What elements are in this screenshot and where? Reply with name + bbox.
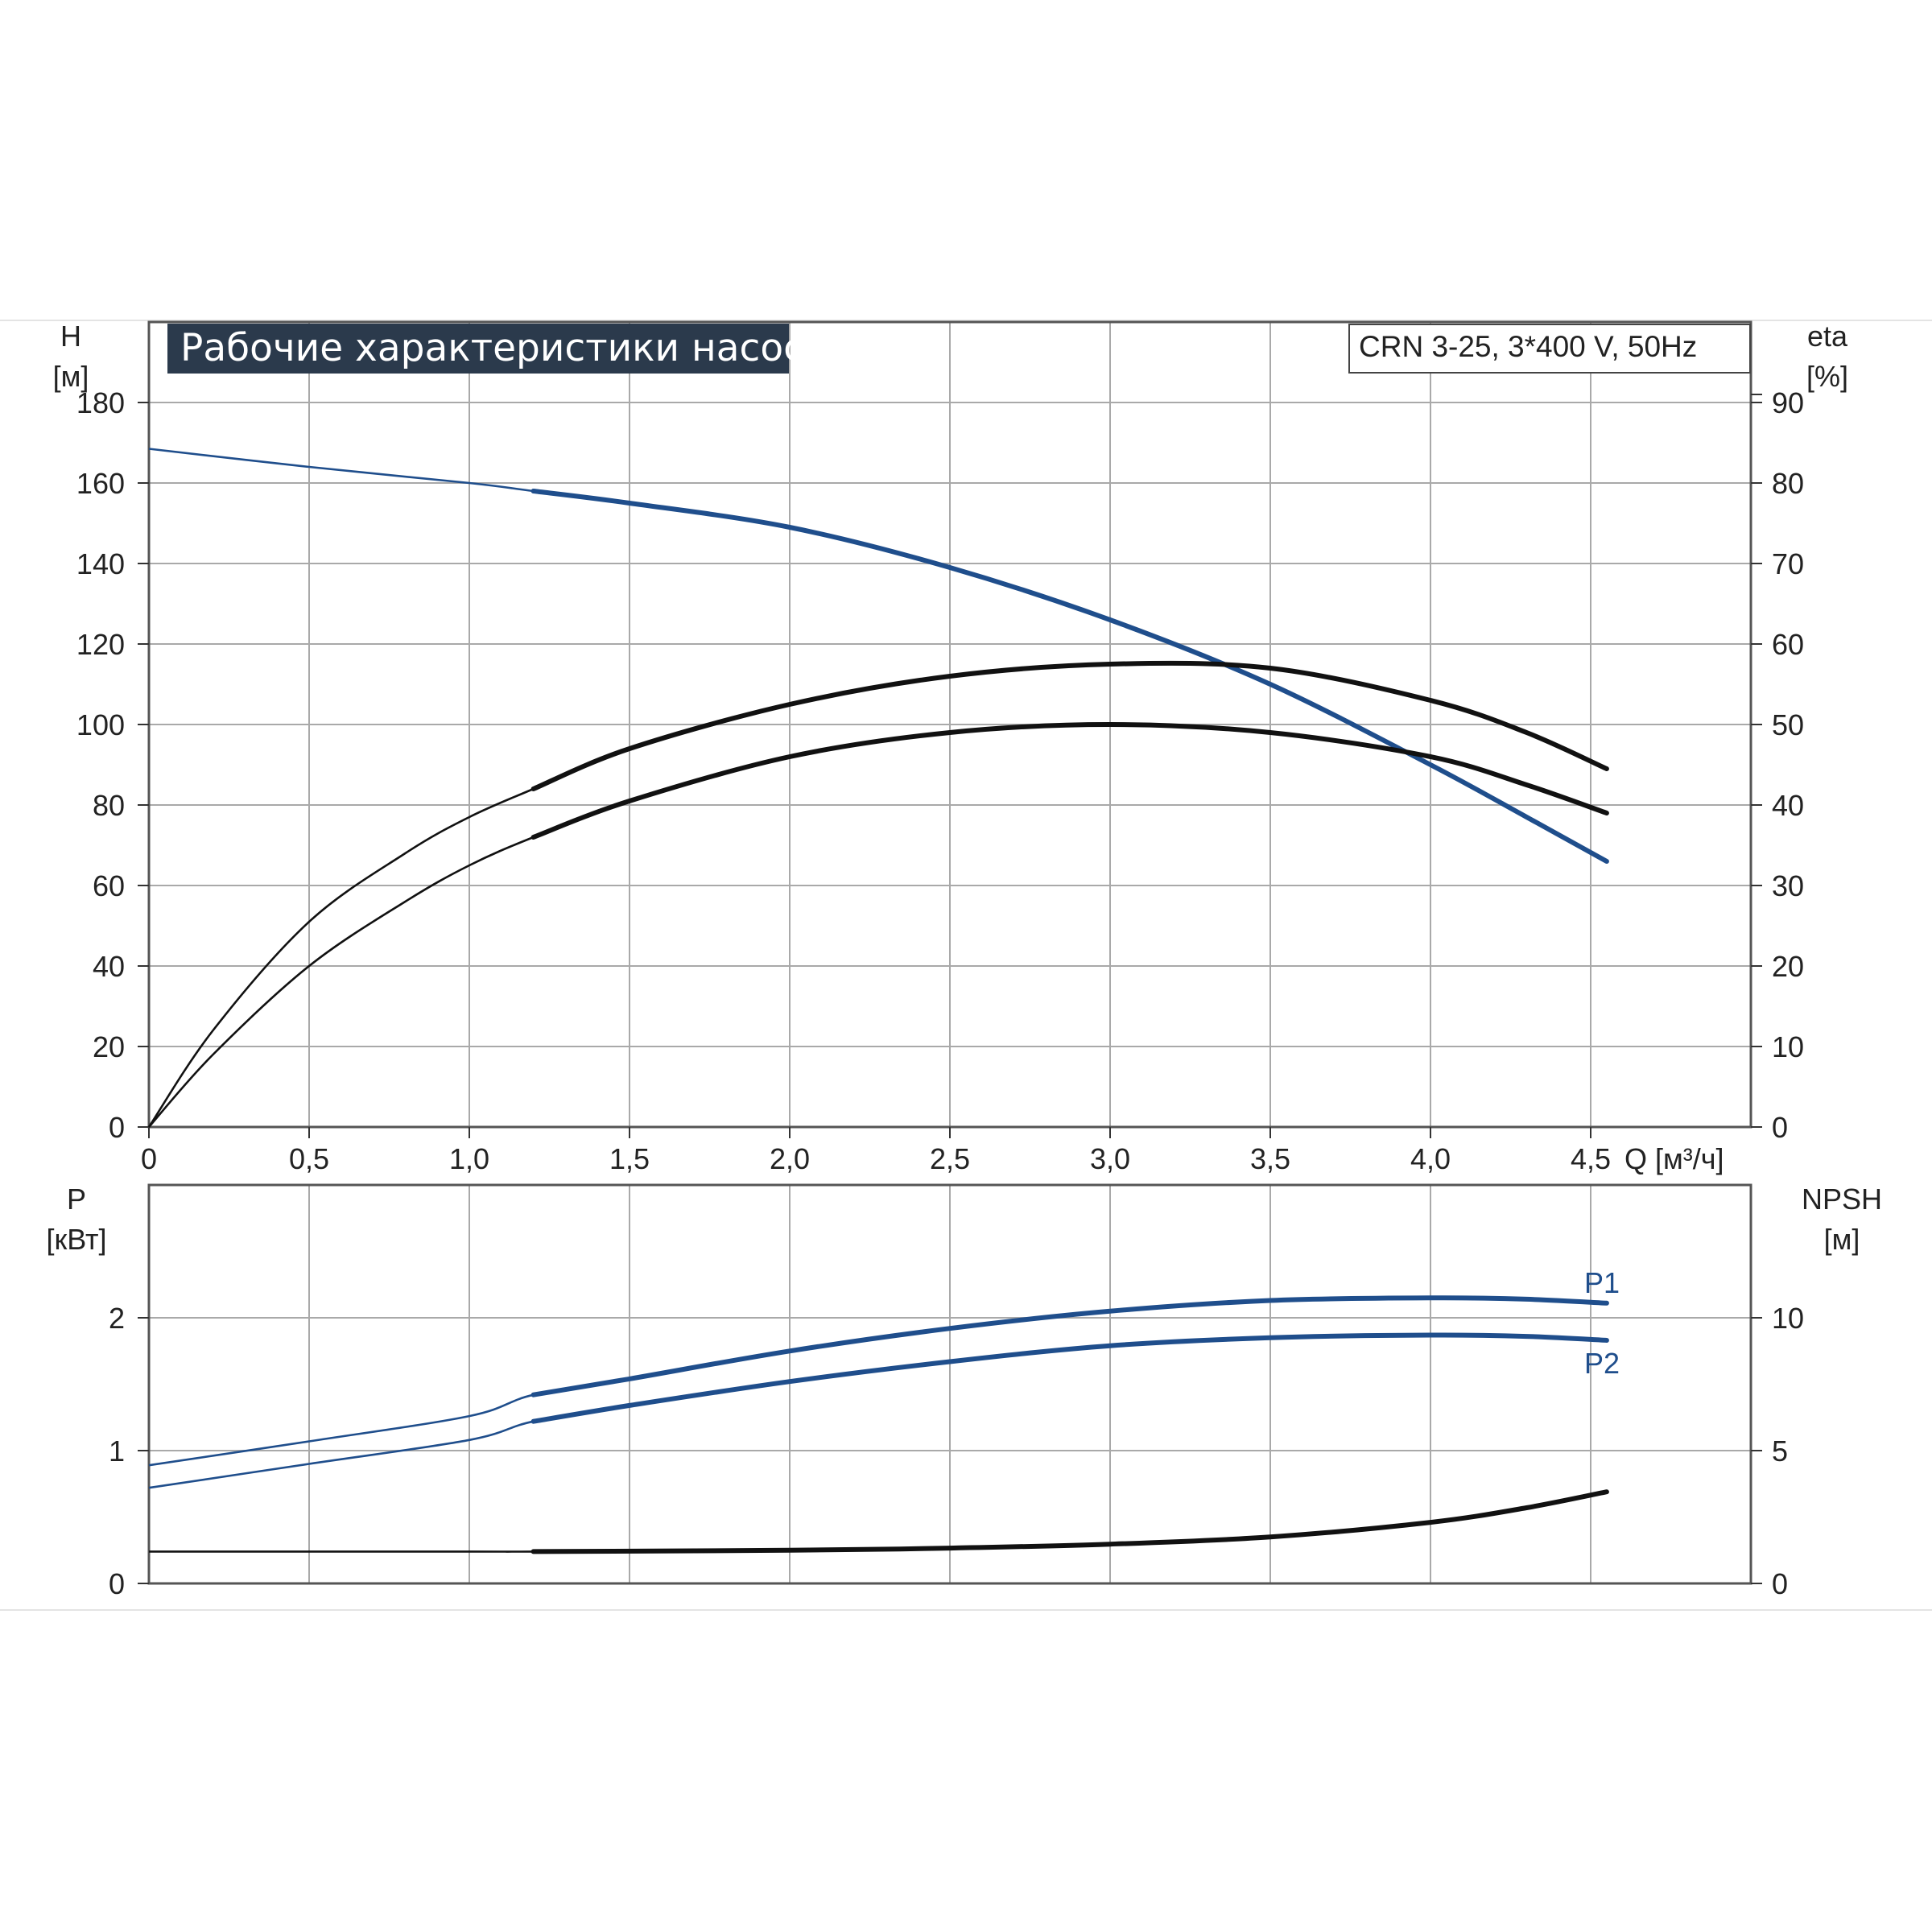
power-npsh-panel: 0 1 2 0 5 10 P [кВт] NPSH [м] P1 P2 (46, 1183, 1882, 1600)
head-curve (530, 489, 1609, 864)
y-left-unit: [м] (53, 360, 89, 393)
x-axis-label: Q [м³/ч] (1624, 1142, 1724, 1175)
right-tick-label: 0 (1772, 1567, 1788, 1600)
top-curves (147, 448, 1609, 1128)
left-tick-label: 80 (93, 789, 125, 822)
x-tick-label: 4,0 (1410, 1142, 1451, 1175)
left-tick-label: 120 (76, 628, 125, 661)
p2-power-curve-thin (148, 1334, 1607, 1489)
npsh-axis-unit: [м] (1824, 1223, 1860, 1256)
x-tick-label: 4,5 (1571, 1142, 1611, 1175)
p2-power-curve (530, 1332, 1609, 1424)
title-box (167, 324, 789, 374)
right-tick-label: 40 (1772, 789, 1804, 822)
y-right-name: eta (1807, 320, 1848, 353)
y-right-unit: [%] (1806, 360, 1848, 393)
top-left-axis-ticks: 0 20 40 60 80 100 120 140 160 180 (76, 386, 149, 1144)
head-curve-thin (148, 448, 1608, 863)
left-tick-label: 1 (109, 1435, 125, 1468)
left-tick-label: 0 (109, 1111, 125, 1144)
model-label: CRN 3-25, 3*400 V, 50Hz (1359, 330, 1697, 363)
npsh-curve (530, 1489, 1609, 1554)
bottom-left-axis-ticks: 0 1 2 (109, 1302, 149, 1600)
left-tick-label: 140 (76, 547, 125, 580)
bottom-right-axis-ticks: 0 5 10 (1751, 1302, 1804, 1600)
left-tick-label: 180 (76, 386, 125, 419)
npsh-axis-name: NPSH (1802, 1183, 1882, 1216)
p1-power-curve (530, 1295, 1609, 1397)
right-tick-label: 10 (1772, 1030, 1804, 1063)
left-tick-label: 100 (76, 708, 125, 741)
right-tick-label: 10 (1772, 1302, 1804, 1335)
x-tick-label: 3,0 (1090, 1142, 1130, 1175)
bottom-curves (148, 1295, 1609, 1554)
right-tick-label: 90 (1772, 386, 1804, 419)
model-box (1348, 324, 1751, 374)
top-gridlines (149, 322, 1751, 1127)
efficiency-curve-upper (530, 660, 1609, 791)
p1-series-label: P1 (1584, 1266, 1620, 1299)
x-tick-label: 1,0 (449, 1142, 489, 1175)
right-tick-label: 5 (1772, 1435, 1788, 1468)
left-tick-label: 0 (109, 1567, 125, 1600)
right-tick-label: 0 (1772, 1111, 1788, 1144)
efficiency-curve-lower (530, 722, 1609, 840)
right-tick-label: 20 (1772, 950, 1804, 983)
right-tick-label: 80 (1772, 467, 1804, 500)
p-axis-unit: [кВт] (46, 1223, 106, 1256)
right-tick-label: 60 (1772, 628, 1804, 661)
head-efficiency-panel: 0 20 40 60 80 100 120 140 160 180 0 10 20 30 40 50 60 70… (53, 320, 1848, 1175)
left-tick-label: 20 (93, 1030, 125, 1063)
right-tick-label: 30 (1772, 869, 1804, 902)
x-axis-ticks: 0 0,5 1,0 1,5 2,0 2,5 3,0 3,5 4,0 4,5 (141, 1127, 1611, 1175)
x-tick-label: 3,5 (1250, 1142, 1290, 1175)
chart-title: Рабочие характеристики насоса (180, 326, 828, 370)
left-tick-label: 40 (93, 950, 125, 983)
left-tick-label: 2 (109, 1302, 125, 1335)
y-left-name: H (60, 320, 81, 353)
npsh-curve-thin (149, 1490, 1608, 1553)
x-tick-label: 0 (141, 1142, 157, 1175)
p-axis-name: P (67, 1183, 86, 1216)
left-tick-label: 160 (76, 467, 125, 500)
x-tick-label: 1,5 (609, 1142, 650, 1175)
x-tick-label: 2,0 (770, 1142, 810, 1175)
right-tick-label: 50 (1772, 708, 1804, 741)
bottom-plot-frame (147, 1183, 1752, 1585)
p2-series-label: P2 (1584, 1347, 1620, 1380)
p1-power-curve-thin (148, 1296, 1607, 1467)
efficiency-curve-upper-thin (147, 662, 1608, 1128)
efficiency-curve-lower-thin (148, 723, 1608, 1128)
x-tick-label: 2,5 (930, 1142, 970, 1175)
x-tick-label: 0,5 (289, 1142, 329, 1175)
right-tick-label: 70 (1772, 547, 1804, 580)
top-right-axis-ticks: 0 10 20 30 40 50 60 70 80 90 (1751, 386, 1804, 1144)
left-tick-label: 60 (93, 869, 125, 902)
bottom-gridlines (149, 1185, 1751, 1583)
